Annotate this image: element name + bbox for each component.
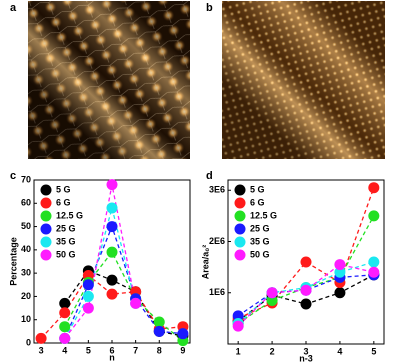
- x-tick-label: 5: [86, 345, 91, 355]
- y-tick-label: 60: [21, 198, 31, 208]
- data-point: [334, 266, 346, 278]
- legend-marker: [40, 249, 52, 261]
- y-tick-label: 10: [21, 314, 31, 324]
- y-tick-label: 50: [21, 221, 31, 231]
- x-tick-label: 3: [303, 346, 308, 356]
- x-tick-label: 9: [180, 345, 185, 355]
- legend-label: 12.5 G: [250, 210, 277, 220]
- x-axis-label: n: [109, 352, 115, 362]
- x-tick-label: 7: [133, 345, 138, 355]
- legend-marker: [234, 184, 246, 196]
- y-tick-label: 3E6: [209, 185, 225, 195]
- data-point: [153, 325, 165, 337]
- data-point: [177, 328, 189, 340]
- data-point: [106, 288, 118, 300]
- series-line: [64, 207, 137, 339]
- data-point: [266, 287, 278, 299]
- panel-label: a: [10, 2, 17, 14]
- data-point: [82, 302, 94, 314]
- legend-label: 6 G: [56, 197, 71, 207]
- legend-marker: [40, 236, 52, 248]
- data-point: [368, 210, 380, 222]
- y-tick-label: 40: [21, 244, 31, 254]
- data-point: [59, 332, 71, 344]
- panel-label: b: [206, 2, 213, 14]
- legend-marker: [234, 197, 246, 209]
- data-point: [334, 287, 346, 299]
- legend-label: 5 G: [56, 184, 71, 194]
- x-tick-label: 4: [337, 346, 342, 356]
- data-point: [35, 332, 47, 344]
- series-line: [237, 274, 375, 322]
- data-point: [300, 256, 312, 268]
- legend-label: 35 G: [250, 236, 270, 246]
- data-point: [232, 320, 244, 332]
- series-line: [237, 263, 374, 327]
- y-tick-label: 2E6: [209, 236, 225, 246]
- x-tick-label: 8: [157, 345, 162, 355]
- legend-marker: [234, 223, 246, 235]
- legend-marker: [234, 236, 246, 248]
- x-tick-label: 5: [371, 346, 376, 356]
- data-point: [368, 266, 380, 278]
- legend-marker: [40, 197, 52, 209]
- x-tick-label: 3: [39, 345, 44, 355]
- y-tick-label: 30: [21, 268, 31, 278]
- x-axis-label: n-3: [299, 353, 313, 362]
- legend-label: 25 G: [250, 223, 270, 233]
- data-point: [106, 221, 118, 233]
- image-a: [28, 1, 190, 159]
- data-point: [106, 274, 118, 286]
- data-point: [59, 321, 71, 333]
- series-line: [64, 224, 183, 339]
- legend-label: 50 G: [56, 249, 76, 259]
- data-point: [59, 307, 71, 319]
- data-point: [232, 310, 244, 322]
- series-line: [64, 250, 184, 342]
- data-point: [300, 284, 312, 296]
- series-line: [64, 184, 137, 339]
- data-point: [266, 294, 278, 306]
- data-point: [106, 179, 118, 191]
- legend-label: 6 G: [250, 197, 265, 207]
- panel-label: c: [10, 170, 16, 182]
- panel-label: d: [206, 170, 213, 182]
- data-point: [334, 259, 346, 271]
- x-tick-label: 6: [109, 345, 114, 355]
- series-line: [64, 270, 184, 337]
- legend-label: 35 G: [56, 236, 76, 246]
- data-point: [82, 279, 94, 291]
- y-tick-label: 0: [26, 337, 31, 347]
- legend-marker: [234, 249, 246, 261]
- legend-marker: [40, 184, 52, 196]
- y-axis-label: Percentage: [8, 237, 18, 286]
- data-point: [300, 298, 312, 310]
- data-point: [130, 297, 142, 309]
- x-tick-label: 2: [270, 346, 275, 356]
- data-point: [368, 256, 380, 268]
- y-tick-label: 70: [21, 174, 31, 184]
- series-line: [237, 187, 375, 319]
- data-point: [59, 297, 71, 309]
- legend-marker: [40, 223, 52, 235]
- legend-marker: [234, 210, 246, 222]
- y-axis-label: Area/a₀²: [200, 245, 210, 280]
- legend-marker: [40, 210, 52, 222]
- x-tick-label: 1: [236, 346, 241, 356]
- legend-label: 12.5 G: [56, 210, 83, 220]
- data-point: [106, 246, 118, 258]
- y-tick-label: 20: [21, 291, 31, 301]
- series-line: [237, 274, 374, 317]
- legend-label: 5 G: [250, 184, 265, 194]
- data-point: [106, 202, 118, 214]
- data-point: [368, 182, 380, 194]
- y-tick-label: 1E6: [209, 287, 225, 297]
- legend-label: 50 G: [250, 249, 270, 259]
- data-point: [153, 316, 165, 328]
- legend-label: 25 G: [56, 223, 76, 233]
- image-b: [222, 1, 385, 159]
- data-point: [82, 290, 94, 302]
- x-tick-label: 4: [62, 345, 67, 355]
